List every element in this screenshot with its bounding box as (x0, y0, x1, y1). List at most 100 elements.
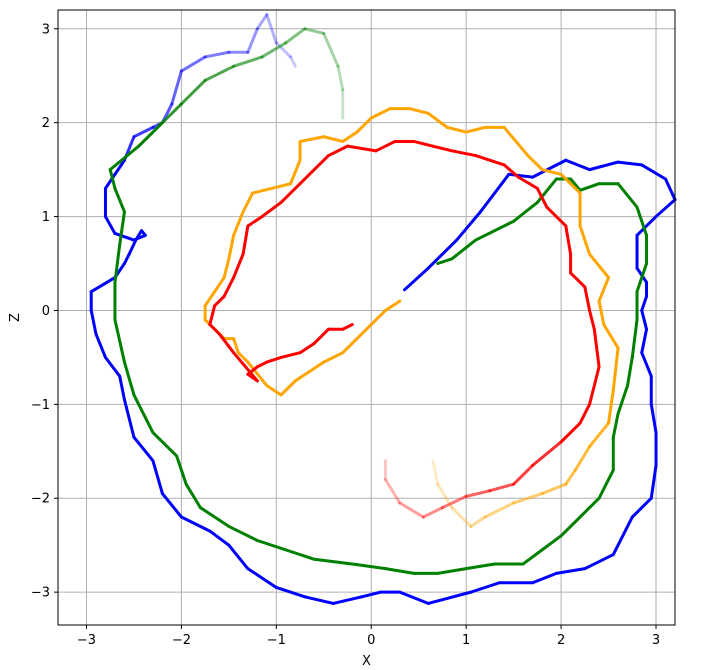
trajectory-segment (108, 168, 117, 190)
trajectory-segment (512, 200, 539, 223)
trajectory-segment (322, 351, 345, 364)
trajectory-segment (217, 332, 236, 355)
trajectory-segment (616, 160, 644, 167)
trajectory-segment (113, 186, 126, 214)
trajectory-segment (118, 210, 126, 247)
trajectory-segment (635, 205, 649, 237)
trajectory-segment (421, 506, 444, 519)
trajectory-segment (246, 215, 264, 228)
trajectory-segment (232, 351, 259, 383)
trajectory-segment (251, 186, 274, 195)
trajectory-segment (640, 163, 668, 181)
trajectory-segment (260, 200, 283, 219)
trajectory-segment (179, 55, 207, 73)
trajectory-segment (540, 534, 563, 552)
trajectory-segment (630, 496, 653, 519)
trajectory-segment (341, 323, 354, 331)
trajectory-segment (341, 327, 368, 355)
trajectory-segment (450, 149, 478, 158)
trajectory-segment (132, 125, 155, 139)
trajectory-segment (559, 172, 582, 195)
trajectory-segment (289, 55, 297, 68)
trajectory-segment (203, 50, 231, 59)
trajectory-segment (445, 125, 468, 134)
trajectory-segment (279, 379, 297, 397)
trajectory-segment (583, 553, 615, 571)
trajectory-segment (588, 308, 596, 331)
trajectory-segment (569, 271, 587, 289)
trajectory-segment (160, 492, 183, 519)
trajectory-segment (464, 125, 487, 134)
trajectory-segment (279, 182, 302, 204)
trajectory-segment (265, 13, 278, 45)
trajectory-segment (122, 360, 136, 397)
trajectory-segment (383, 477, 402, 505)
trajectory-segment (298, 341, 316, 355)
trajectory-segment (327, 144, 350, 158)
trajectory-segment (365, 308, 387, 331)
trajectory-segment (274, 41, 293, 59)
trajectory-segment (436, 257, 454, 266)
trajectory-segment (103, 215, 117, 235)
trajectory-segment (602, 323, 620, 350)
trajectory-segment (341, 130, 359, 143)
trajectory-segment (512, 463, 535, 486)
trajectory-segment (640, 327, 649, 355)
trajectory-segment (246, 567, 278, 589)
y-tick-label: 1 (42, 210, 50, 225)
trajectory-segment (284, 27, 307, 45)
trajectory-segment (616, 384, 630, 416)
trajectory-segment (626, 355, 634, 388)
trajectory-segment (531, 158, 568, 179)
trajectory-segment (640, 294, 649, 312)
trajectory-segment (545, 205, 568, 228)
trajectory-segment (241, 224, 250, 256)
trajectory-segment (464, 562, 497, 571)
trajectory-segment (127, 238, 138, 256)
y-tick-label: −1 (31, 398, 50, 413)
trajectory-segment (113, 231, 136, 242)
trajectory-segment (227, 524, 259, 542)
trajectory-segment (664, 177, 677, 202)
trajectory-segment (179, 78, 207, 106)
trajectory-segment (89, 276, 117, 294)
trajectory-segment (474, 154, 506, 167)
trajectory-segment (559, 515, 582, 538)
trajectory-segment (322, 135, 345, 143)
trajectory-segment (298, 135, 326, 143)
plot-frame (57, 9, 676, 626)
trajectory-segment (635, 215, 658, 237)
trajectory-segment (383, 299, 402, 312)
trajectory-segment (113, 318, 126, 364)
trajectory-segment (426, 238, 459, 270)
trajectory-segment (559, 421, 582, 444)
trajectory-segment (526, 154, 544, 172)
y-tick-label: −2 (31, 492, 50, 507)
trajectory-segment (265, 384, 283, 397)
trajectory-segment (227, 543, 250, 571)
trajectory-segment (89, 308, 98, 336)
trajectory-segment (516, 175, 539, 190)
trajectory-segment (179, 515, 212, 533)
x-tick-label: 0 (367, 633, 375, 648)
trajectory-segment (583, 285, 592, 312)
trajectory-segment (312, 557, 354, 566)
trajectory-segment (455, 210, 482, 242)
trajectory-segment (222, 276, 236, 298)
trajectory-segment (640, 308, 649, 331)
x-tick-label: 1 (462, 633, 470, 648)
trajectory-segment (616, 182, 639, 209)
trajectory-segment (431, 459, 440, 486)
trajectory-segment (469, 581, 501, 594)
trajectory-segment (649, 463, 658, 500)
trajectory-segment (383, 567, 416, 575)
trajectory-segment (198, 506, 231, 528)
trajectory-segment (270, 182, 293, 190)
trajectory-segment (346, 144, 378, 153)
trajectory-segment (274, 585, 307, 599)
y-tick-label: 3 (42, 22, 50, 37)
trajectory-segment (103, 355, 122, 378)
plot-series (89, 13, 677, 605)
trajectory-segment (540, 168, 563, 176)
trajectory-segment (222, 257, 231, 280)
